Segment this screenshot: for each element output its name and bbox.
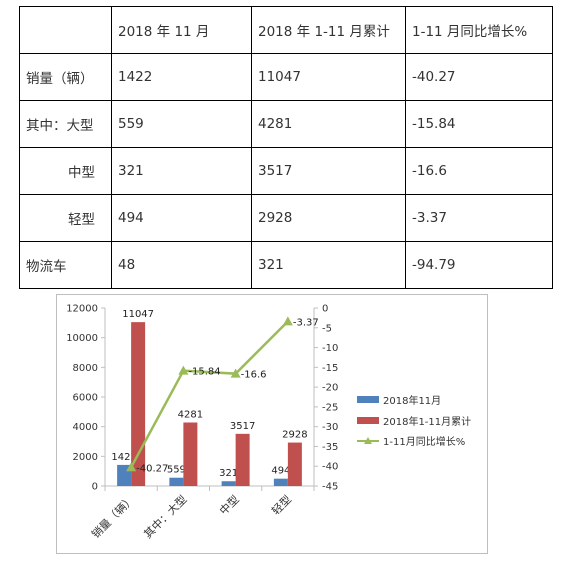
table-cell: 2928 bbox=[251, 194, 406, 242]
legend-label: 2018年11月 bbox=[383, 394, 441, 407]
legend-marker bbox=[364, 437, 372, 444]
bar-month bbox=[273, 478, 288, 486]
left-tick-label: 4000 bbox=[73, 422, 98, 433]
row-label: 轻型 bbox=[19, 194, 112, 242]
left-tick-label: 10000 bbox=[66, 333, 98, 344]
bar-cumulative bbox=[183, 422, 198, 486]
table-cell: 321 bbox=[111, 147, 252, 195]
bar-cumulative bbox=[235, 433, 250, 486]
header-cell: 2018 年 11 月 bbox=[111, 6, 252, 54]
growth-marker bbox=[282, 316, 293, 326]
bar-data-label: 2928 bbox=[282, 430, 307, 441]
table-cell: 494 bbox=[111, 194, 252, 242]
bar-data-label: 4281 bbox=[178, 409, 203, 420]
growth-marker bbox=[178, 365, 189, 375]
header-cell bbox=[19, 6, 112, 54]
table-row: 物流车 48 321 -94.79 bbox=[19, 241, 553, 289]
right-tick-label: -45 bbox=[322, 482, 338, 493]
right-tick-label: -25 bbox=[322, 402, 338, 413]
bar-cumulative bbox=[131, 322, 146, 486]
bar-data-label: 321 bbox=[219, 468, 238, 479]
table-row: 轻型 494 2928 -3.37 bbox=[19, 194, 553, 242]
bar-month bbox=[221, 481, 236, 486]
table-row: 其中：大型 559 4281 -15.84 bbox=[19, 100, 553, 148]
table-row: 中型 321 3517 -16.6 bbox=[19, 147, 553, 195]
table-cell: -15.84 bbox=[405, 100, 553, 148]
legend-label: 2018年1-11月累计 bbox=[383, 415, 471, 428]
line-data-label: -15.84 bbox=[188, 367, 220, 378]
left-tick-label: 6000 bbox=[73, 393, 98, 404]
header-cell: 1-11 月同比增长% bbox=[405, 6, 553, 54]
right-tick-label: -10 bbox=[322, 343, 338, 354]
category-label: 其中：大型 bbox=[141, 492, 190, 541]
bar-data-label: 494 bbox=[271, 466, 290, 477]
row-label: 物流车 bbox=[19, 241, 112, 289]
table-cell: -3.37 bbox=[405, 194, 553, 242]
right-tick-label: -30 bbox=[322, 422, 338, 433]
table-cell: 321 bbox=[251, 241, 406, 289]
right-tick-label: -15 bbox=[322, 363, 338, 374]
combo-chart: 0 2000 4000 6000 8000 10000 12000 0 -5 -10 -15 -20 -… bbox=[66, 304, 471, 542]
right-tick-label: -40 bbox=[322, 462, 338, 473]
right-tick-label: -35 bbox=[322, 442, 338, 453]
table-cell: -94.79 bbox=[405, 241, 553, 289]
category-label: 中型 bbox=[216, 492, 241, 517]
table-cell: 1422 bbox=[111, 53, 252, 101]
table-cell: 559 bbox=[111, 100, 252, 148]
category-label: 轻型 bbox=[269, 492, 294, 517]
right-tick-label: -5 bbox=[322, 323, 332, 334]
table-header-row: 2018 年 11 月 2018 年 1-11 月累计 1-11 月同比增长% bbox=[19, 6, 553, 54]
left-tick-label: 2000 bbox=[73, 452, 98, 463]
row-label: 其中：大型 bbox=[19, 100, 112, 148]
left-tick-label: 0 bbox=[92, 482, 98, 493]
legend-label: 1-11月同比增长% bbox=[383, 435, 465, 448]
growth-marker bbox=[230, 368, 241, 378]
chart-area: 0 2000 4000 6000 8000 10000 12000 0 -5 -10 -15 -20 -… bbox=[56, 294, 488, 554]
right-tick-label: 0 bbox=[322, 304, 328, 315]
bar-month bbox=[169, 477, 184, 486]
table-cell: 4281 bbox=[251, 100, 406, 148]
table-cell: -16.6 bbox=[405, 147, 553, 195]
row-label: 中型 bbox=[19, 147, 112, 195]
left-tick-label: 12000 bbox=[66, 304, 98, 315]
legend-swatch bbox=[357, 417, 379, 424]
bar-data-label: 559 bbox=[167, 465, 186, 476]
table-row: 销量（辆） 1422 11047 -40.27 bbox=[19, 53, 553, 101]
bar-data-label: 3517 bbox=[230, 421, 255, 432]
growth-line bbox=[130, 320, 289, 468]
line-data-label: -40.27 bbox=[136, 463, 168, 474]
bar-data-label: 1422 bbox=[111, 452, 136, 463]
table-cell: 3517 bbox=[251, 147, 406, 195]
row-label: 销量（辆） bbox=[19, 53, 112, 101]
legend-swatch bbox=[357, 396, 379, 403]
table-cell: 48 bbox=[111, 241, 252, 289]
table-cell: 11047 bbox=[251, 53, 406, 101]
bar-data-label: 11047 bbox=[122, 309, 154, 320]
category-label: 销量（辆） bbox=[88, 492, 137, 541]
growth-marker bbox=[126, 462, 137, 472]
sales-table: 2018 年 11 月 2018 年 1-11 月累计 1-11 月同比增长% 销量（… bbox=[19, 6, 553, 289]
header-cell: 2018 年 1-11 月累计 bbox=[251, 6, 406, 54]
left-tick-label: 8000 bbox=[73, 363, 98, 374]
right-tick-label: -20 bbox=[322, 383, 338, 394]
bar-cumulative bbox=[287, 442, 302, 486]
line-data-label: -3.37 bbox=[293, 317, 319, 328]
table-cell: -40.27 bbox=[405, 53, 553, 101]
line-data-label: -16.6 bbox=[241, 370, 267, 381]
